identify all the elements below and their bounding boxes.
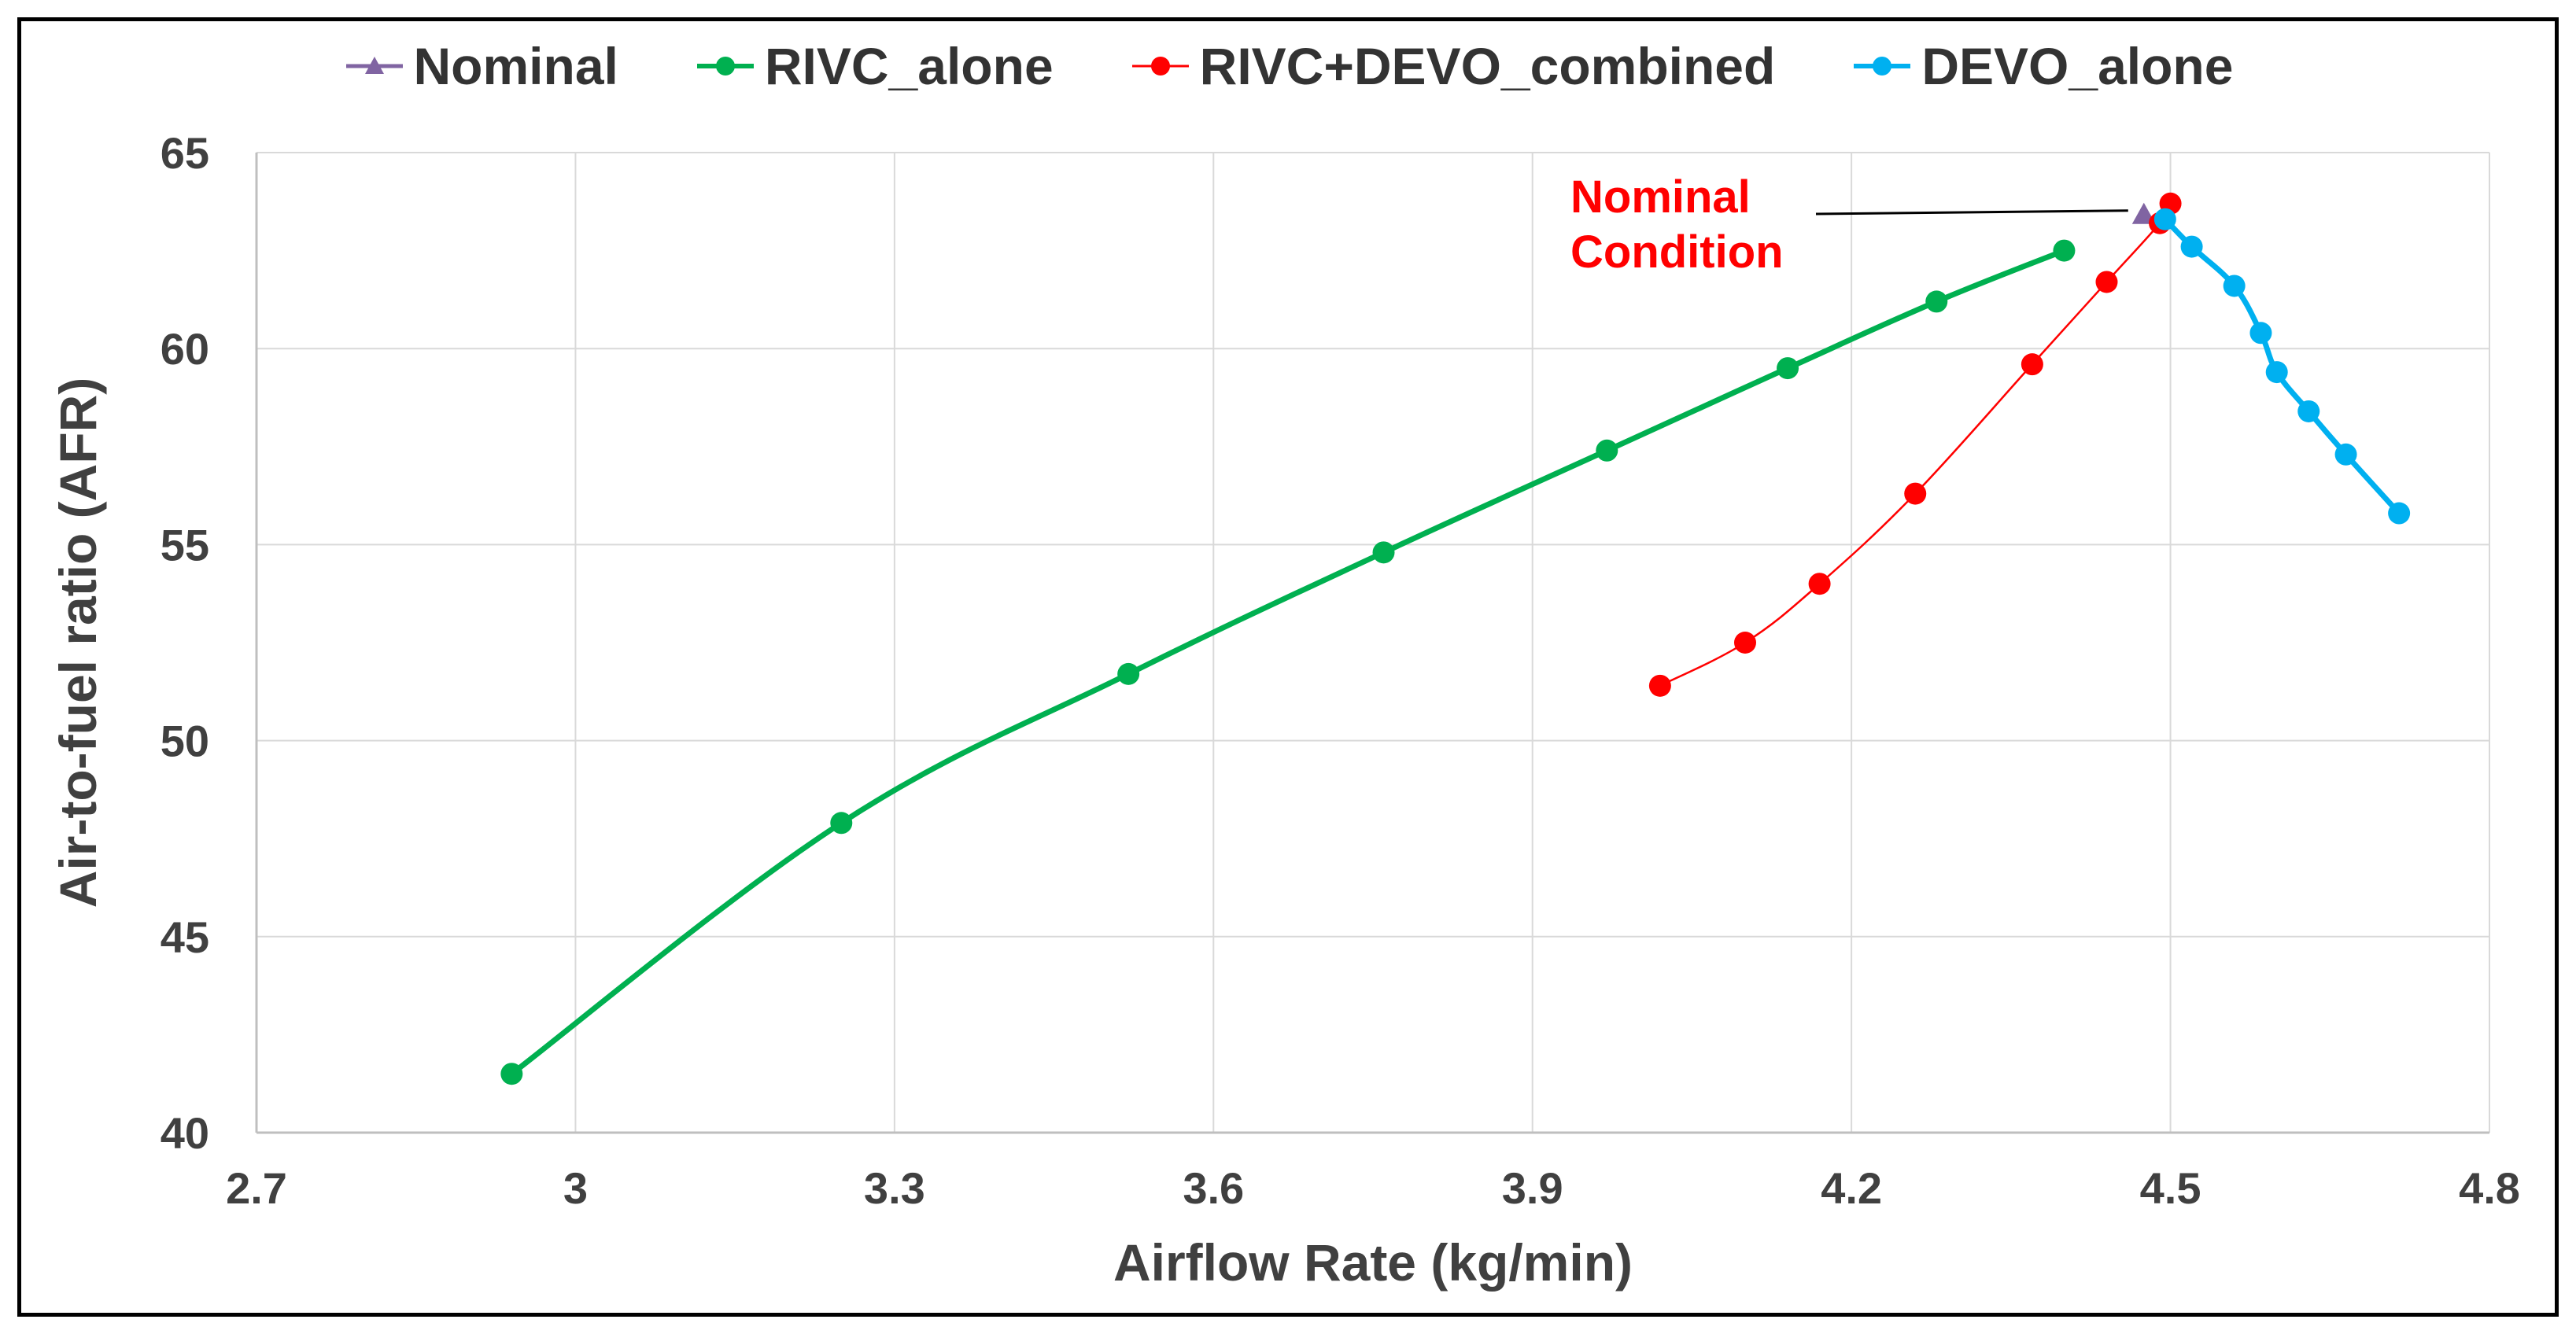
data-point-rivc-alone bbox=[830, 812, 853, 835]
data-point-rivc-devo-combined bbox=[1648, 674, 1671, 697]
data-point-rivc-alone bbox=[1596, 439, 1618, 462]
y-tick-label: 45 bbox=[161, 912, 209, 962]
data-point-devo-alone bbox=[2297, 400, 2320, 422]
x-tick-label: 3.6 bbox=[1183, 1163, 1244, 1213]
y-axis-title: Air-to-fuel ratio (AFR) bbox=[49, 378, 107, 908]
data-point-devo-alone bbox=[2388, 502, 2411, 525]
data-point-devo-alone bbox=[2249, 322, 2272, 345]
y-tick-label: 65 bbox=[161, 128, 209, 178]
x-tick-label: 3.9 bbox=[1502, 1163, 1563, 1213]
y-tick-label: 55 bbox=[161, 520, 209, 569]
data-point-rivc-devo-combined bbox=[2095, 271, 2118, 293]
legend: Nominal RIVC_alone RIVC+DEVO_combined DE… bbox=[0, 36, 2576, 96]
legend-label-rivc-devo-combined: RIVC+DEVO_combined bbox=[1199, 37, 1776, 95]
data-point-devo-alone bbox=[2180, 235, 2203, 258]
legend-label-nominal: Nominal bbox=[413, 37, 618, 95]
legend-item-devo-alone: DEVO_alone bbox=[1851, 36, 2233, 96]
legend-item-rivc-alone: RIVC_alone bbox=[694, 36, 1054, 96]
data-point-rivc-devo-combined bbox=[1808, 573, 1831, 595]
x-tick-label: 4.8 bbox=[2459, 1163, 2520, 1213]
x-tick-label: 4.2 bbox=[1821, 1163, 1882, 1213]
y-tick-label: 60 bbox=[161, 324, 209, 374]
y-tick-label: 50 bbox=[161, 717, 209, 766]
data-point-rivc-alone bbox=[1372, 541, 1395, 564]
legend-marker-rivc-devo-combined bbox=[1131, 57, 1189, 76]
legend-marker-nominal bbox=[345, 57, 403, 74]
data-point-rivc-alone bbox=[2053, 239, 2076, 262]
data-point-rivc-devo-combined bbox=[2021, 353, 2043, 376]
x-axis-title: Airflow Rate (kg/min) bbox=[1113, 1233, 1633, 1292]
annotation-leader-line bbox=[1815, 209, 2128, 216]
data-point-devo-alone bbox=[2265, 361, 2288, 384]
x-tick-label: 3 bbox=[563, 1163, 588, 1213]
y-tick-label: 40 bbox=[161, 1108, 209, 1158]
legend-item-rivc-devo-combined: RIVC+DEVO_combined bbox=[1129, 36, 1776, 96]
data-point-devo-alone bbox=[2153, 208, 2176, 230]
data-point-rivc-alone bbox=[500, 1063, 523, 1085]
x-tick-label: 2.7 bbox=[226, 1163, 287, 1213]
legend-marker-rivc-alone bbox=[696, 57, 754, 76]
data-point-rivc-devo-combined bbox=[1734, 632, 1756, 654]
chart-frame bbox=[17, 17, 2559, 1317]
x-tick-label: 3.3 bbox=[864, 1163, 925, 1213]
data-point-devo-alone bbox=[2223, 275, 2246, 297]
annotation-nominal-condition-line2: Condition bbox=[1570, 227, 1784, 278]
legend-label-rivc-alone: RIVC_alone bbox=[764, 37, 1054, 95]
x-tick-label: 4.5 bbox=[2140, 1163, 2201, 1213]
data-point-devo-alone bbox=[2334, 443, 2357, 466]
data-point-rivc-alone bbox=[1777, 357, 1799, 380]
data-point-rivc-alone bbox=[1925, 290, 1948, 313]
legend-marker-devo-alone bbox=[1854, 57, 1911, 76]
legend-item-nominal: Nominal bbox=[343, 36, 618, 96]
series-line-rivc-alone bbox=[508, 248, 2067, 1077]
annotation-nominal-condition-line1: Nominal bbox=[1570, 171, 1751, 223]
data-point-rivc-devo-combined bbox=[1904, 482, 1927, 505]
data-point-rivc-alone bbox=[1117, 662, 1140, 685]
legend-label-devo-alone: DEVO_alone bbox=[1921, 37, 2234, 95]
